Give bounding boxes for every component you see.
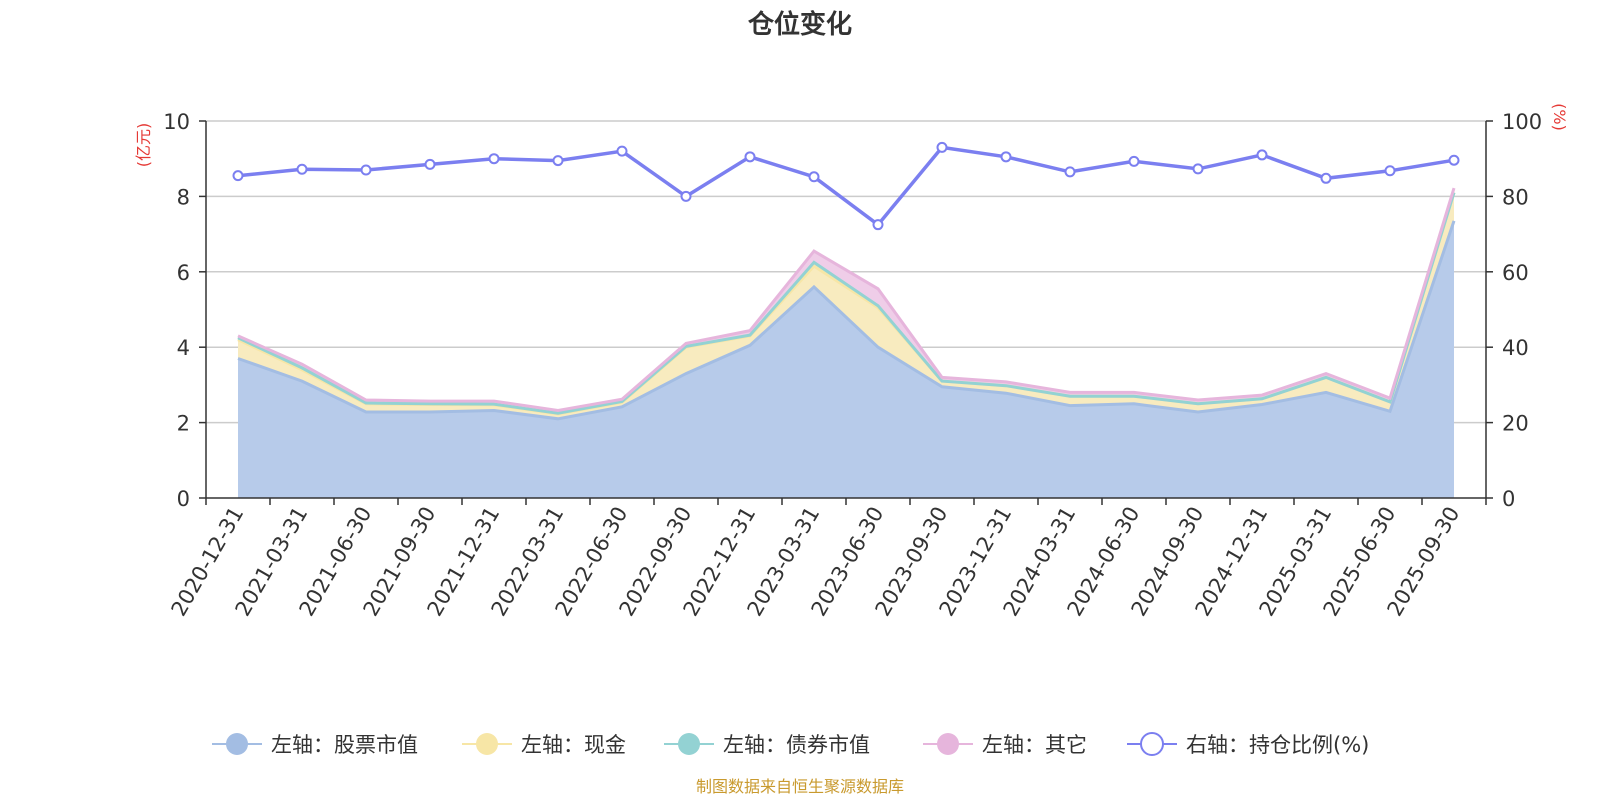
line-左轴：股票市值 (237, 220, 1456, 421)
legend-marker (476, 733, 498, 755)
ratio-point (744, 151, 756, 163)
legend-marker (226, 733, 248, 755)
ratio-point (232, 170, 244, 182)
left-tick-label: 8 (177, 185, 190, 209)
ratio-point (616, 145, 628, 157)
source-note: 制图数据来自恒生聚源数据库 (696, 777, 904, 796)
ratio-point (808, 171, 820, 183)
left-tick-label: 10 (163, 110, 190, 134)
ratio-point (1448, 154, 1460, 166)
ratio-series (232, 141, 1460, 231)
ratio-point (1256, 149, 1268, 161)
ratio-point (424, 158, 436, 170)
left-tick-label: 6 (177, 261, 190, 285)
line-左轴：其它 (237, 187, 1456, 413)
ratio-point (488, 153, 500, 165)
ratio-point (680, 190, 692, 202)
area-左轴：现金 (238, 192, 1454, 419)
legend-marker (937, 733, 959, 755)
area-左轴：股票市值 (238, 220, 1454, 498)
right-axis-unit: (%) (1550, 103, 1569, 131)
legend-marker (1140, 732, 1164, 756)
ratio-point (552, 155, 564, 167)
ratio-point (1064, 166, 1076, 178)
ratio-point (872, 219, 884, 231)
right-tick-label: 40 (1502, 336, 1529, 360)
ratio-point (1128, 155, 1140, 167)
right-tick-label: 80 (1502, 185, 1529, 209)
right-tick-label: 20 (1502, 412, 1529, 436)
right-tick-label: 100 (1502, 110, 1542, 134)
legend-label: 左轴：股票市值 (271, 733, 418, 757)
ratio-point (1320, 172, 1332, 184)
ratio-point (1192, 163, 1204, 175)
left-tick-label: 2 (177, 412, 190, 436)
legend-marker (678, 733, 700, 755)
legend-label: 左轴：债券市值 (723, 733, 870, 757)
right-tick-label: 60 (1502, 261, 1529, 285)
ratio-point (936, 141, 948, 153)
legend: 左轴：股票市值 左轴：现金 左轴：债券市值 左轴：其它 右轴：持仓比例(%) (212, 732, 1369, 757)
left-axis-unit: (亿元) (134, 123, 153, 168)
right-tick-label: 0 (1502, 487, 1515, 511)
left-tick-label: 0 (177, 487, 190, 511)
line-左轴：债券市值 (237, 192, 1456, 415)
legend-label: 右轴：持仓比例(%) (1186, 733, 1369, 757)
ratio-point (360, 164, 372, 176)
ratio-line (237, 145, 1455, 228)
ratio-point (1384, 165, 1396, 177)
ratio-point (1000, 151, 1012, 163)
plot-areas (237, 187, 1456, 498)
left-tick-label: 4 (177, 336, 190, 360)
legend-label: 左轴：其它 (982, 733, 1087, 757)
legend-label: 左轴：现金 (521, 733, 626, 757)
chart-title: 仓位变化 (747, 9, 852, 40)
ratio-point (296, 163, 308, 175)
